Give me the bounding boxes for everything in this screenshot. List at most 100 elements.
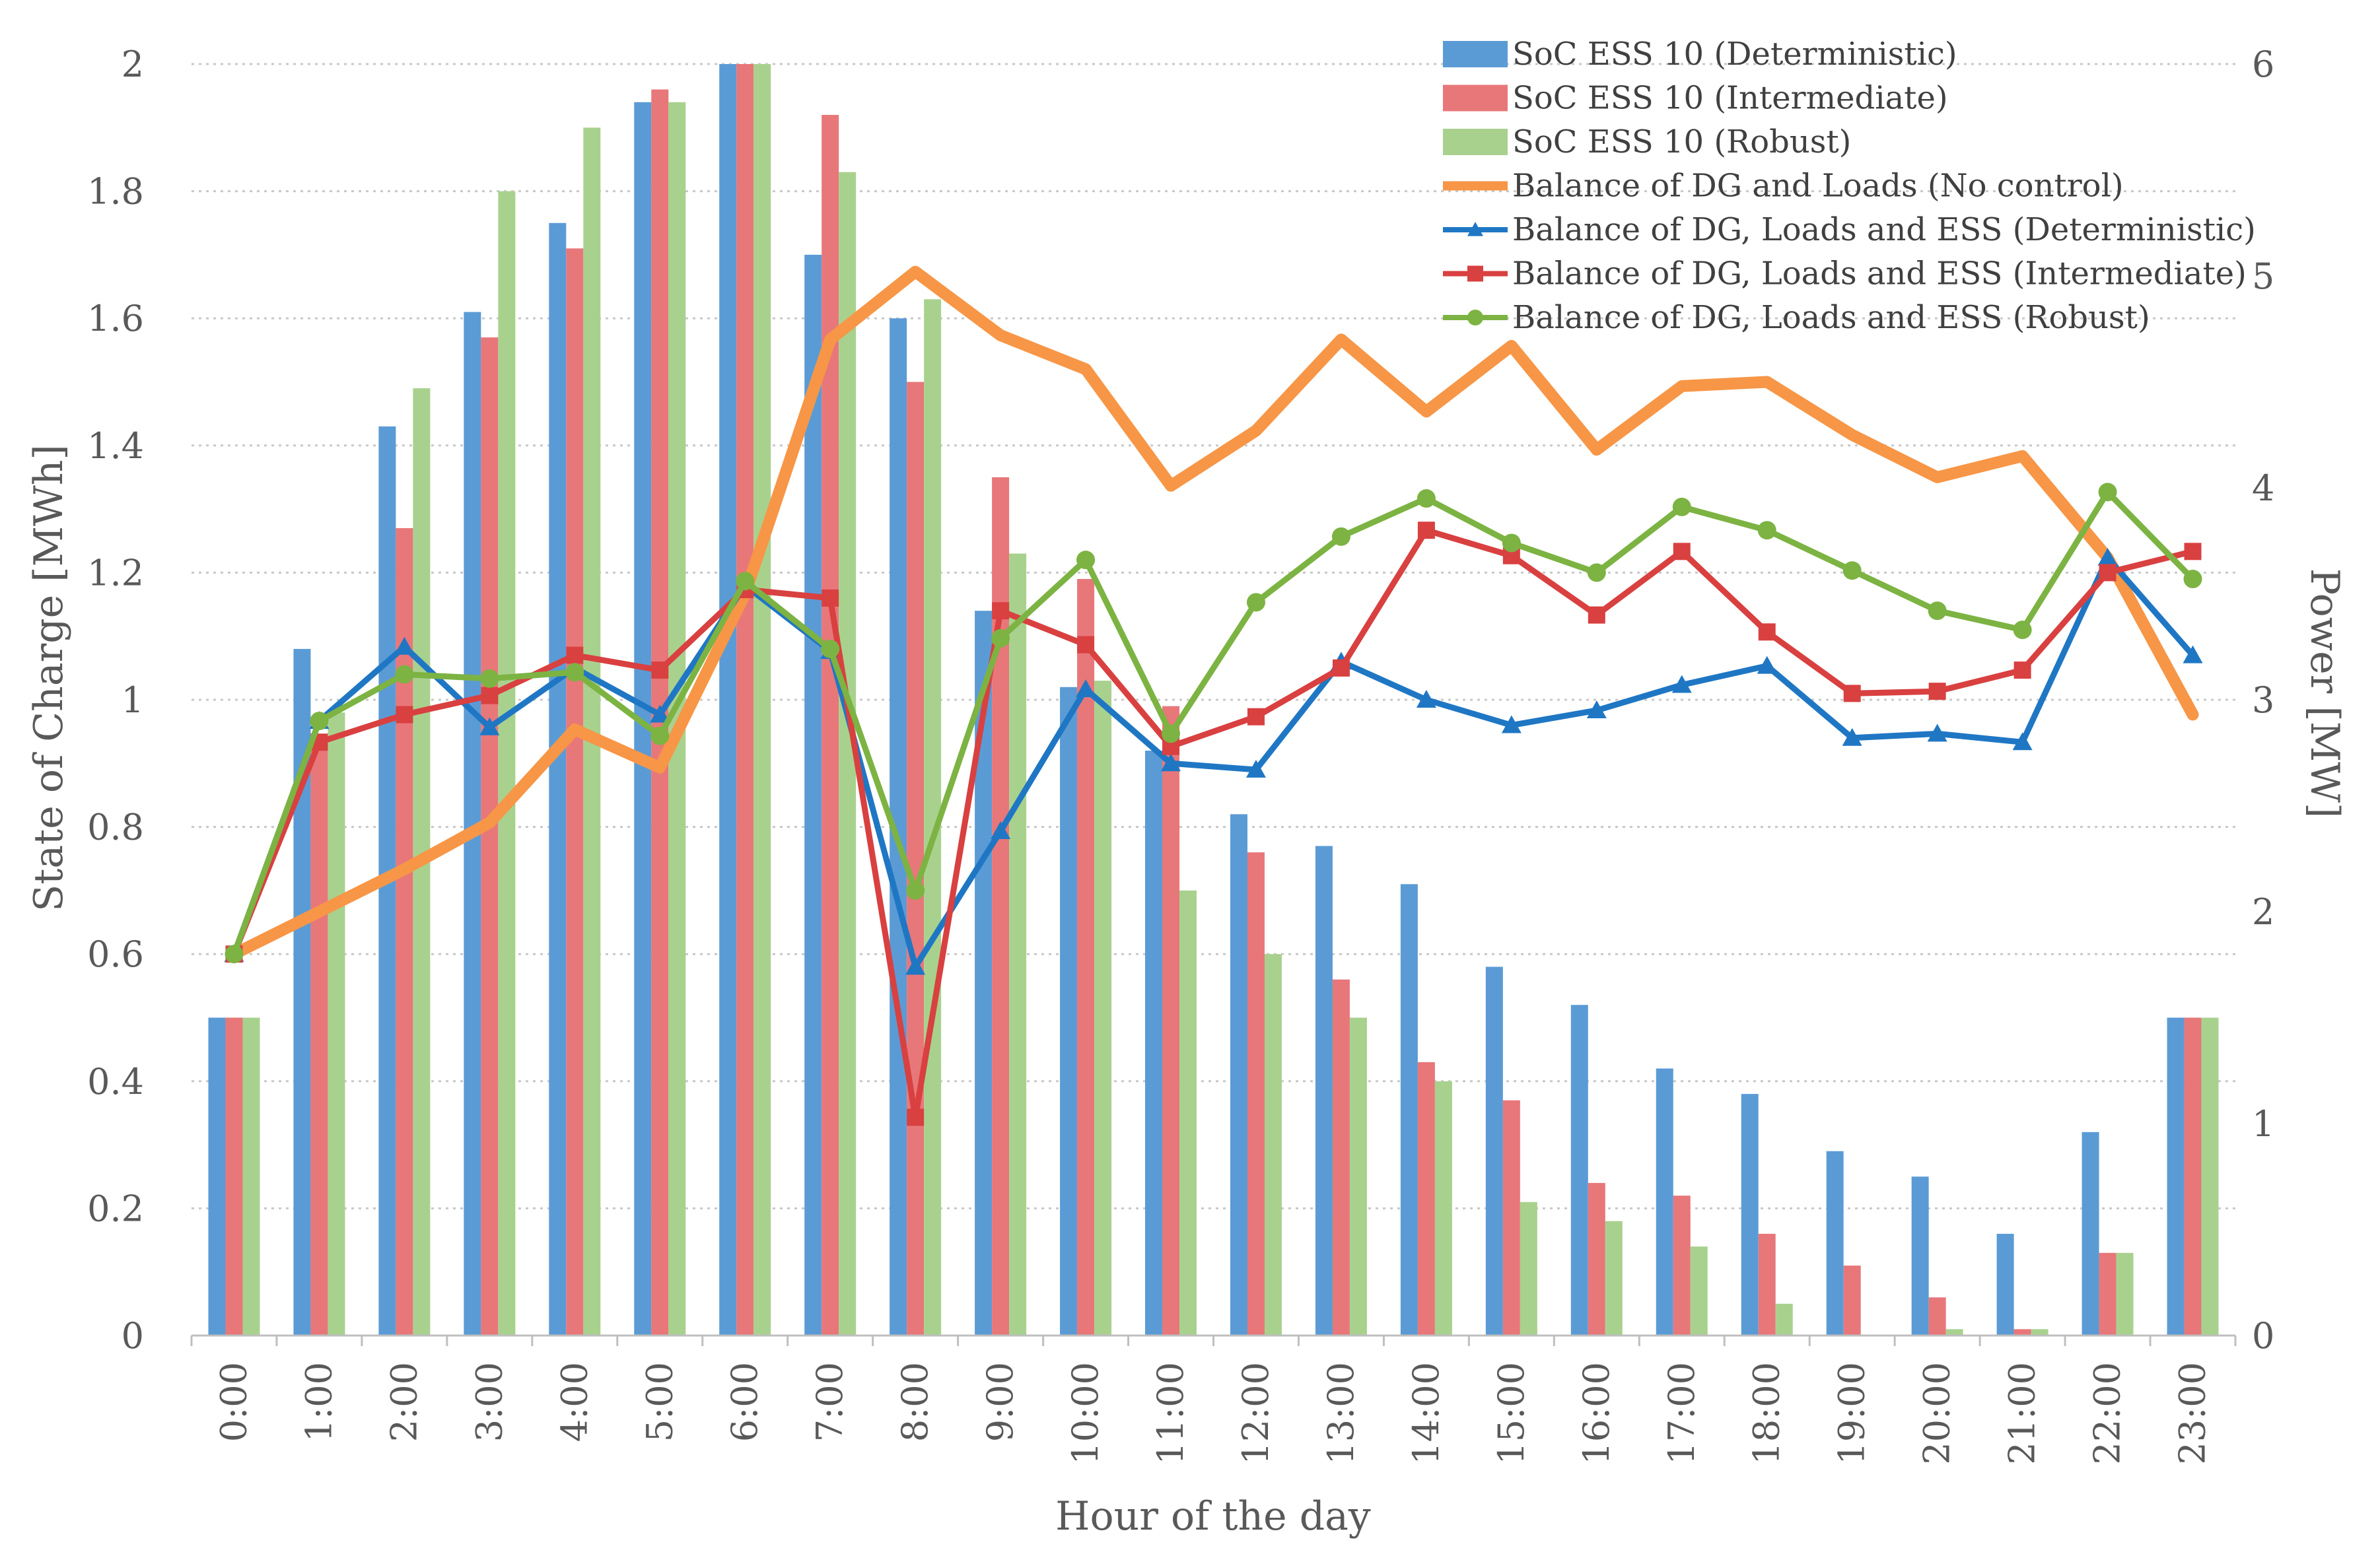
line-marker xyxy=(395,665,414,684)
bar xyxy=(1400,884,1418,1336)
y-axis-right-title: Power [MW] xyxy=(2301,568,2348,819)
line-marker xyxy=(1076,679,1096,697)
line-marker xyxy=(2098,483,2117,502)
line-marker xyxy=(1247,708,1265,726)
y-left-tick-label: 0.8 xyxy=(87,807,144,848)
bar xyxy=(719,64,737,1336)
bar xyxy=(242,1017,260,1336)
line-marker xyxy=(2099,564,2117,582)
bar xyxy=(1843,1266,1861,1336)
bar xyxy=(1656,1068,1673,1336)
bar xyxy=(1094,681,1112,1336)
x-tick-label: 18:00 xyxy=(1746,1362,1788,1465)
line-marker xyxy=(1467,222,1483,236)
line-series xyxy=(230,489,2196,957)
bar xyxy=(1690,1246,1708,1336)
line-marker xyxy=(905,957,926,975)
axes: 0 0.2 0.4 0.6 0.8 1 1.2 1.4 1.6 1.8 2 0 1 2 3 4 5 6 0:00 1:… xyxy=(87,44,2274,1465)
bar xyxy=(1911,1176,1929,1336)
line-series-group xyxy=(224,265,2203,1126)
x-tick-label: 0:00 xyxy=(213,1362,254,1442)
legend-label: Balance of DG, Loads and ESS (Robust) xyxy=(1512,299,2150,336)
bar xyxy=(1060,687,1078,1336)
bar xyxy=(1247,852,1265,1336)
y-right-tick-label: 3 xyxy=(2252,679,2274,721)
line-marker xyxy=(650,704,670,723)
line-marker xyxy=(1502,533,1521,553)
line-marker xyxy=(2183,570,2202,589)
bar xyxy=(2031,1329,2048,1336)
legend-label: SoC ESS 10 (Robust) xyxy=(1512,123,1851,160)
x-tick-label: 16:00 xyxy=(1576,1362,1617,1465)
bar xyxy=(1230,814,1247,1336)
line-marker xyxy=(1672,497,1691,516)
x-tick-label: 20:00 xyxy=(1916,1362,1958,1465)
line-marker xyxy=(2184,543,2202,560)
line-marker xyxy=(992,602,1010,620)
x-tick-label: 10:00 xyxy=(1065,1362,1106,1465)
bar xyxy=(566,248,584,1336)
x-tick-label: 8:00 xyxy=(894,1362,936,1442)
line-marker xyxy=(1076,551,1096,570)
y-left-tick-label: 2 xyxy=(122,44,144,85)
y-left-tick-label: 0 xyxy=(122,1315,144,1357)
line-marker xyxy=(1842,728,1862,746)
bar xyxy=(1162,706,1180,1336)
legend-label: Balance of DG, Loads and ESS (Intermedia… xyxy=(1512,255,2247,292)
line-marker xyxy=(1331,527,1350,546)
line-marker xyxy=(1757,521,1776,540)
x-tick-label: 9:00 xyxy=(979,1362,1021,1442)
line-marker xyxy=(1467,265,1483,282)
line-marker xyxy=(2013,621,2032,640)
bar xyxy=(2013,1329,2031,1336)
x-tick-label: 6:00 xyxy=(724,1362,765,1442)
bar xyxy=(804,254,822,1336)
line-marker xyxy=(1757,656,1777,674)
bar xyxy=(2116,1252,2134,1336)
y-right-tick-label: 1 xyxy=(2252,1103,2274,1145)
legend-swatch xyxy=(1443,85,1508,112)
bar xyxy=(1264,954,1282,1336)
line-marker xyxy=(1417,522,1435,539)
line-series xyxy=(230,527,2196,1120)
line-marker xyxy=(1673,543,1691,560)
bar xyxy=(1605,1221,1623,1336)
bar xyxy=(1485,966,1503,1336)
x-tick-label: 3:00 xyxy=(468,1362,510,1442)
line-marker xyxy=(821,639,840,658)
bar xyxy=(736,64,754,1336)
legend-swatch xyxy=(1443,129,1508,155)
x-tick-label: 15:00 xyxy=(1490,1362,1532,1465)
line-marker xyxy=(651,661,669,679)
line-marker xyxy=(906,881,925,900)
bar xyxy=(1570,1005,1588,1336)
y-left-tick-label: 0.4 xyxy=(87,1061,144,1102)
y-right-tick-label: 0 xyxy=(2252,1315,2274,1357)
x-tick-label: 11:00 xyxy=(1150,1362,1191,1465)
line-marker xyxy=(1245,759,1266,778)
y-left-tick-label: 1.2 xyxy=(87,552,144,593)
x-axis-title: Hour of the day xyxy=(1055,1493,1371,1540)
x-tick-label: 4:00 xyxy=(553,1362,595,1442)
bar xyxy=(2167,1017,2185,1336)
bar xyxy=(225,1017,243,1336)
bar xyxy=(2099,1252,2117,1336)
line-marker xyxy=(991,821,1011,840)
bar xyxy=(1179,890,1197,1336)
legend-label: SoC ESS 10 (Deterministic) xyxy=(1512,36,1957,73)
bar xyxy=(1775,1303,1793,1336)
x-tick-label: 17:00 xyxy=(1661,1362,1702,1465)
line-marker xyxy=(1077,636,1095,654)
x-tick-label: 1:00 xyxy=(298,1362,339,1442)
bar xyxy=(208,1017,226,1336)
line-marker xyxy=(1928,683,1946,700)
y-left-tick-label: 1.8 xyxy=(87,171,144,213)
line-marker xyxy=(822,589,839,607)
legend-label: Balance of DG and Loads (No control) xyxy=(1512,168,2124,205)
y-left-tick-label: 0.2 xyxy=(87,1188,144,1229)
bar xyxy=(1417,1062,1435,1336)
y-right-tick-label: 2 xyxy=(2252,891,2274,933)
line-marker xyxy=(396,706,413,724)
line-marker xyxy=(394,636,415,655)
line-marker xyxy=(1758,623,1776,641)
